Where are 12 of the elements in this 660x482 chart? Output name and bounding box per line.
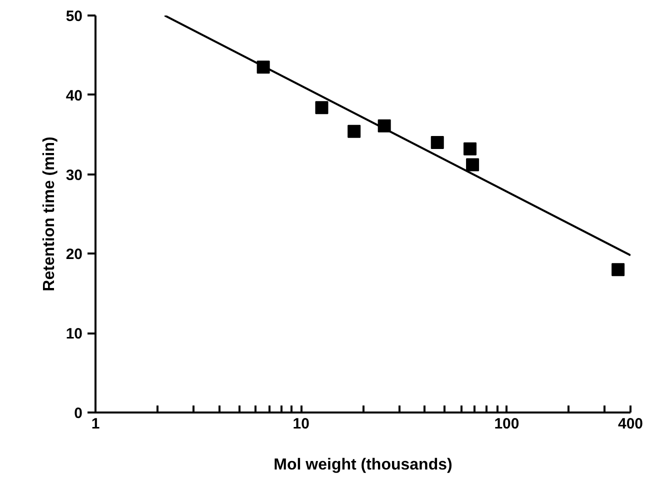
y-tick-label: 50 [66, 8, 83, 25]
x-tick-label: 400 [618, 416, 644, 432]
y-tick-label: 40 [66, 87, 83, 104]
x-tick-label: 1 [91, 416, 100, 432]
x-tick-label: 10 [292, 416, 310, 432]
x-tick-label: 100 [494, 416, 520, 432]
y-axis-title: Retention time (min) [40, 136, 58, 292]
x-axis-title: Mol weight (thousands) [274, 456, 452, 474]
y-tick-label: 30 [66, 166, 83, 184]
y-tick-label: 10 [66, 326, 83, 343]
y-tick-label: 20 [66, 246, 83, 264]
y-tick-label: 0 [74, 405, 82, 422]
